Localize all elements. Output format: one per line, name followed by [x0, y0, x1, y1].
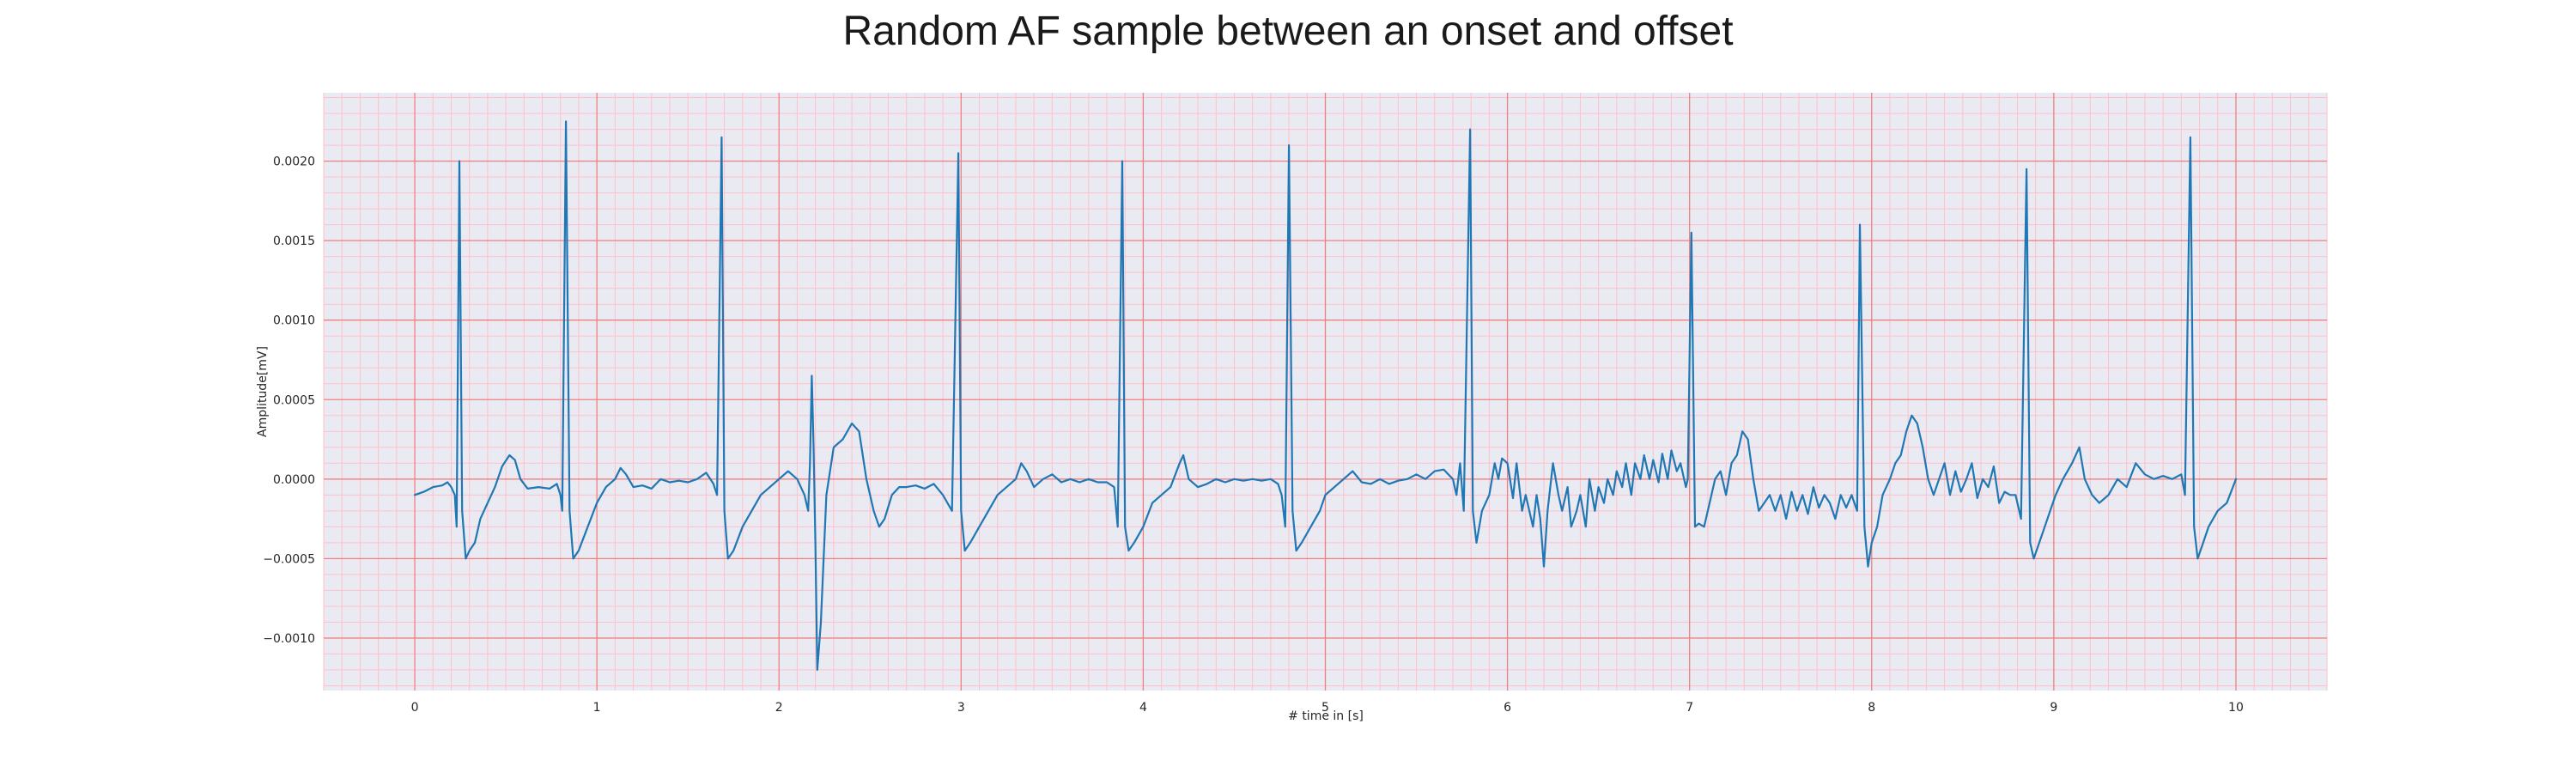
- x-tick-labels: 0 1 2 3 4 5 6 7 8 9 10: [411, 701, 2244, 715]
- x-tick-label: 8: [1868, 701, 1875, 715]
- y-tick-label: 0.0005: [273, 393, 315, 407]
- x-tick-label: 1: [593, 701, 601, 715]
- series-line: [413, 120, 2238, 671]
- chart-title: Random AF sample between an onset and of…: [842, 9, 1733, 54]
- x-tick-label: 7: [1686, 701, 1693, 715]
- x-tick-label: 3: [957, 701, 965, 715]
- x-tick-label: 4: [1139, 701, 1147, 715]
- y-tick-label: 0.0010: [273, 314, 315, 328]
- x-tick-label: 0: [411, 701, 419, 715]
- y-tick-labels: −0.0010 −0.0005 0.0000 0.0005 0.0010 0.0015 0.…: [263, 155, 315, 646]
- y-tick-label: −0.0005: [263, 552, 315, 566]
- x-tick-label: 10: [2228, 701, 2244, 715]
- y-tick-label: 0.0000: [273, 473, 315, 487]
- major-gridlines: [324, 93, 2327, 691]
- x-tick-label: 5: [1321, 701, 1329, 715]
- series-layer: [413, 120, 2238, 671]
- x-tick-label: 2: [775, 701, 783, 715]
- y-axis-label: Amplitude[mV]: [256, 346, 270, 437]
- y-tick-label: −0.0010: [263, 632, 315, 646]
- x-axis-label: # time in [s]: [1288, 709, 1364, 723]
- y-tick-label: 0.0020: [273, 155, 315, 169]
- x-tick-label: 9: [2050, 701, 2057, 715]
- x-tick-label: 6: [1504, 701, 1511, 715]
- y-tick-label: 0.0015: [273, 234, 315, 248]
